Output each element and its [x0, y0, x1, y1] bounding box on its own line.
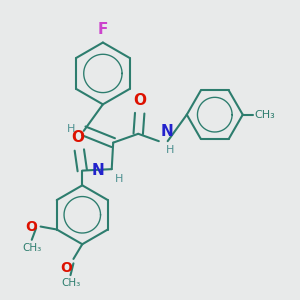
Text: H: H	[166, 145, 175, 155]
Text: H: H	[115, 174, 124, 184]
Text: CH₃: CH₃	[61, 278, 80, 288]
Text: O: O	[60, 261, 72, 275]
Text: F: F	[98, 22, 108, 37]
Text: N: N	[92, 163, 104, 178]
Text: CH₃: CH₃	[254, 110, 275, 120]
Text: O: O	[25, 220, 37, 234]
Text: N: N	[160, 124, 173, 139]
Text: O: O	[71, 130, 84, 145]
Text: O: O	[133, 93, 146, 108]
Text: H: H	[67, 124, 75, 134]
Text: CH₃: CH₃	[22, 243, 41, 253]
